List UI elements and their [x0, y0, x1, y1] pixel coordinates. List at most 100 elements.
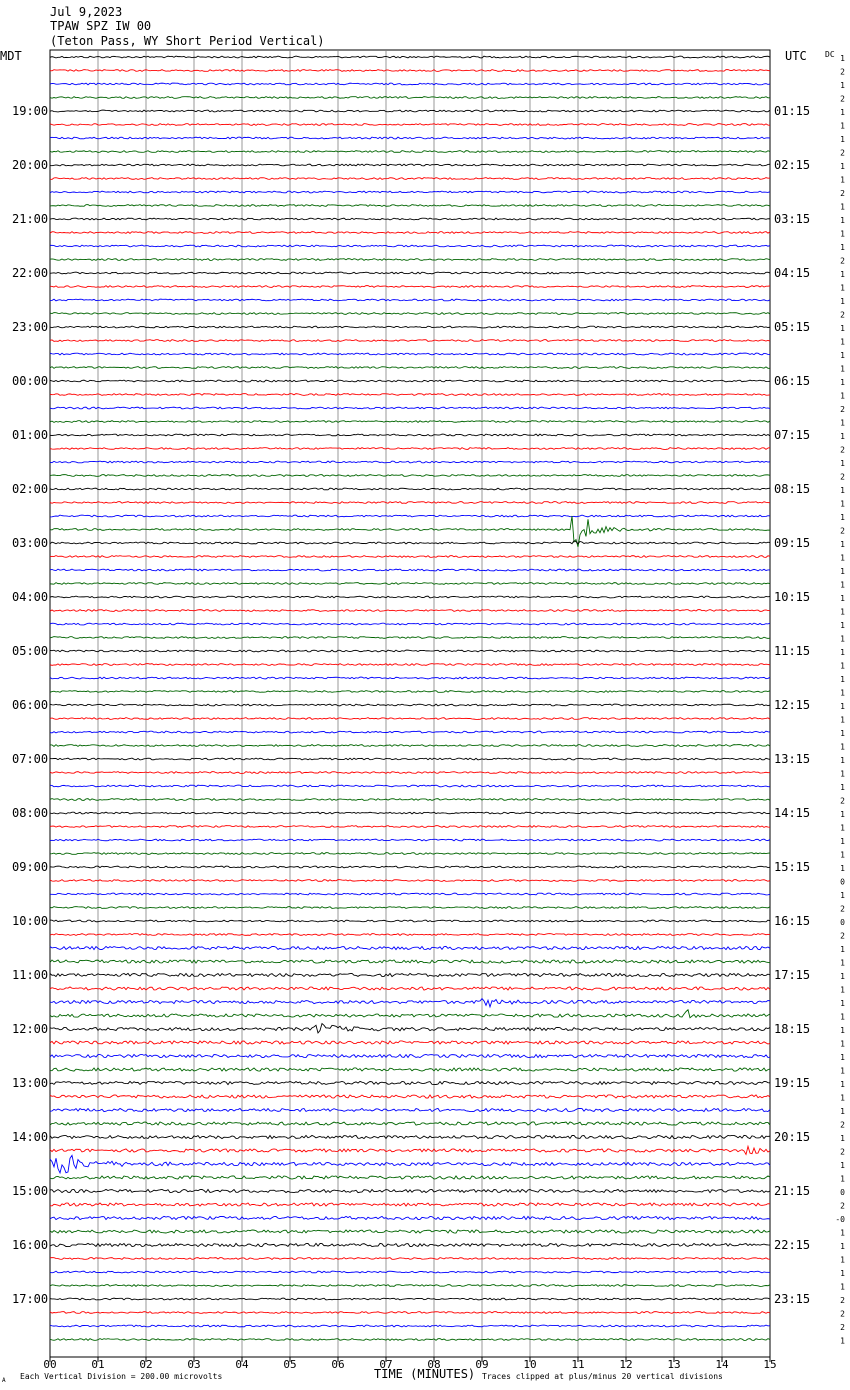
right-hour-label-4: 05:15: [774, 320, 810, 334]
dc-offset-39: 1: [840, 581, 845, 590]
x-tick-label-14: 14: [715, 1358, 729, 1371]
dc-offset-90: 1: [840, 1269, 845, 1278]
trace-6-blue: [49, 136, 771, 140]
trace-70-blue: [49, 997, 771, 1009]
trace-44-black: [49, 649, 771, 653]
dc-offset-52: 1: [840, 756, 845, 765]
trace-51-green: [49, 744, 771, 747]
left-hour-label-18: 13:00: [12, 1076, 48, 1090]
dc-offset-81: 2: [840, 1148, 845, 1157]
trace-0-black: [49, 55, 771, 59]
trace-24-black: [49, 379, 771, 383]
dc-offset-80: 1: [840, 1134, 845, 1143]
x-axis: 00 01 02 03 04 05 06 07 08 09 10 11 12 13 14 15: [43, 1356, 777, 1371]
dc-offset-83: 1: [840, 1175, 845, 1184]
left-hour-label-5: 00:00: [12, 374, 48, 388]
dc-offset-1: 2: [840, 68, 845, 77]
dc-offset-95: 1: [840, 1337, 845, 1346]
dc-offset-86: -0: [835, 1215, 845, 1224]
left-hour-label-20: 15:00: [12, 1184, 48, 1198]
clip-note: Traces clipped at plus/minus 20 vertical…: [482, 1372, 723, 1381]
x-tick-label-7: 07: [379, 1358, 392, 1371]
dc-offset-77: 1: [840, 1094, 845, 1103]
right-hour-label-22: 23:15: [774, 1292, 810, 1306]
trace-13-red: [49, 231, 771, 234]
trace-81-red: [49, 1144, 771, 1156]
grid-lines: [49, 49, 771, 1358]
dc-offset-42: 1: [840, 621, 845, 630]
station-label: TPAW SPZ IW 00: [50, 19, 151, 33]
right-hour-label-9: 10:15: [774, 590, 810, 604]
dc-offset-6: 1: [840, 135, 845, 144]
dc-offset-33: 1: [840, 500, 845, 509]
right-hour-label-5: 06:15: [774, 374, 810, 388]
dc-offset-2: 1: [840, 81, 845, 90]
dc-offset-70: 1: [840, 999, 845, 1008]
dc-offset-48: 1: [840, 702, 845, 711]
trace-88-black: [49, 1242, 771, 1248]
dc-offset-20: 1: [840, 324, 845, 333]
trace-33-red: [49, 501, 771, 504]
dc-offset-68: 1: [840, 972, 845, 981]
trace-94-blue: [49, 1324, 771, 1328]
dc-offset-16: 1: [840, 270, 845, 279]
dc-offset-29: 2: [840, 446, 845, 455]
trace-40-black: [49, 595, 771, 599]
trace-75-green: [49, 1067, 771, 1072]
left-hour-label-10: 05:00: [12, 644, 48, 658]
left-hour-label-0: 19:00: [12, 104, 48, 118]
right-hour-labels: 01:15 02:15 03:15 04:15 05:15 06:15 07:15 08:15…: [774, 104, 810, 1306]
left-hour-label-14: 09:00: [12, 860, 48, 874]
trace-68-black: [49, 972, 771, 978]
dc-offset-73: 1: [840, 1040, 845, 1049]
dc-offset-88: 1: [840, 1242, 845, 1251]
trace-59-green: [49, 852, 771, 855]
x-tick-label-8: 08: [427, 1358, 440, 1371]
dc-offset-69: 1: [840, 986, 845, 995]
left-hour-label-9: 04:00: [12, 590, 48, 604]
left-hour-label-15: 10:00: [12, 914, 48, 928]
trace-55-green: [49, 798, 771, 801]
trace-7-green: [49, 150, 771, 153]
trace-89-red: [49, 1257, 771, 1260]
trace-67-green: [49, 959, 771, 964]
trace-17-red: [49, 285, 771, 288]
dc-offset-13: 1: [840, 230, 845, 239]
dc-offset-15: 2: [840, 257, 845, 266]
dc-offset-44: 1: [840, 648, 845, 657]
x-tick-label-9: 09: [475, 1358, 488, 1371]
dc-offset-31: 2: [840, 473, 845, 482]
scale-note: Each Vertical Division = 200.00 microvol…: [20, 1372, 222, 1381]
dc-offset-67: 1: [840, 959, 845, 968]
dc-offset-59: 1: [840, 851, 845, 860]
x-tick-label-4: 04: [235, 1358, 249, 1371]
trace-87-green: [49, 1229, 771, 1234]
dc-offset-5: 1: [840, 122, 845, 131]
dc-offset-17: 1: [840, 284, 845, 293]
trace-80-black: [49, 1134, 771, 1140]
trace-27-green: [49, 420, 771, 423]
trace-23-green: [49, 366, 771, 369]
x-tick-label-11: 11: [571, 1358, 584, 1371]
left-hour-label-22: 17:00: [12, 1292, 48, 1306]
dc-offset-66: 1: [840, 945, 845, 954]
dc-offset-79: 2: [840, 1121, 845, 1130]
dc-offset-85: 2: [840, 1202, 845, 1211]
location-label: (Teton Pass, WY Short Period Vertical): [50, 34, 325, 48]
trace-8-black: [49, 163, 771, 167]
trace-39-green: [49, 582, 771, 585]
trace-41-red: [49, 609, 771, 612]
dc-offset-55: 2: [840, 797, 845, 806]
trace-47-green: [49, 690, 771, 693]
right-hour-label-2: 03:15: [774, 212, 810, 226]
trace-12-black: [49, 217, 771, 221]
trace-2-blue: [49, 82, 771, 86]
left-hour-labels: 19:00 20:00 21:00 22:00 23:00 00:00 01:00 02:00…: [12, 104, 48, 1306]
trace-11-green: [49, 204, 771, 207]
dc-offset-92: 2: [840, 1296, 845, 1305]
right-hour-label-16: 17:15: [774, 968, 810, 982]
dc-offset-74: 1: [840, 1053, 845, 1062]
dc-offset-8: 1: [840, 162, 845, 171]
dc-offset-30: 1: [840, 459, 845, 468]
dc-offset-12: 1: [840, 216, 845, 225]
